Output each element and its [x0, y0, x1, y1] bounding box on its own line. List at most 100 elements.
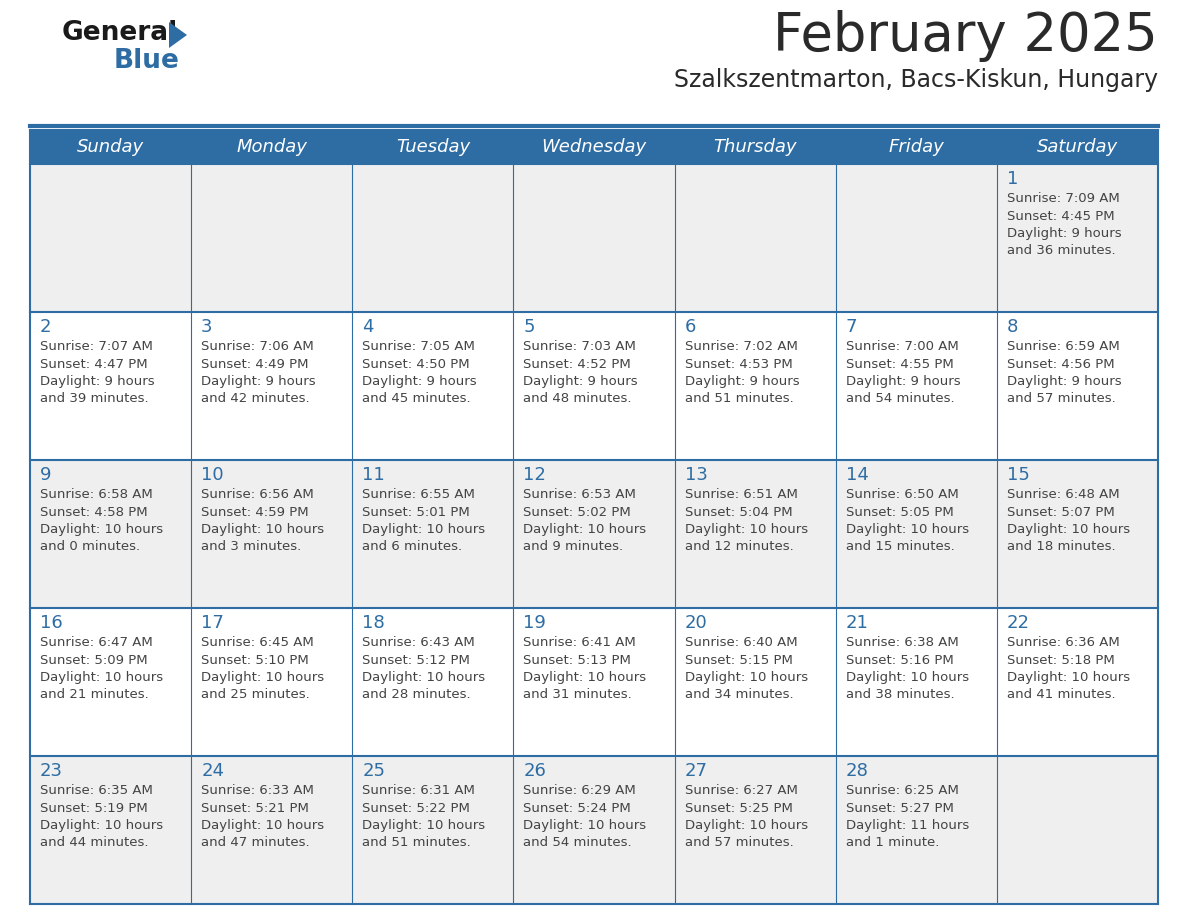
Text: Sunset: 4:56 PM: Sunset: 4:56 PM: [1007, 357, 1114, 371]
Text: Sunrise: 7:07 AM: Sunrise: 7:07 AM: [40, 340, 153, 353]
Text: Daylight: 10 hours: Daylight: 10 hours: [684, 819, 808, 832]
Text: Sunrise: 7:05 AM: Sunrise: 7:05 AM: [362, 340, 475, 353]
Text: and 51 minutes.: and 51 minutes.: [362, 836, 470, 849]
Text: Sunrise: 6:33 AM: Sunrise: 6:33 AM: [201, 784, 314, 797]
Text: 1: 1: [1007, 170, 1018, 188]
Text: 19: 19: [524, 614, 546, 632]
Text: Daylight: 9 hours: Daylight: 9 hours: [524, 375, 638, 388]
Text: 14: 14: [846, 466, 868, 484]
Text: Blue: Blue: [114, 48, 179, 74]
Text: 24: 24: [201, 762, 225, 780]
Text: Sunrise: 6:48 AM: Sunrise: 6:48 AM: [1007, 488, 1119, 501]
Text: Sunrise: 6:41 AM: Sunrise: 6:41 AM: [524, 636, 637, 649]
Text: Sunset: 4:47 PM: Sunset: 4:47 PM: [40, 357, 147, 371]
Text: Daylight: 10 hours: Daylight: 10 hours: [846, 523, 969, 536]
Text: 23: 23: [40, 762, 63, 780]
Text: Daylight: 10 hours: Daylight: 10 hours: [684, 671, 808, 684]
Text: Sunrise: 7:00 AM: Sunrise: 7:00 AM: [846, 340, 959, 353]
Text: and 42 minutes.: and 42 minutes.: [201, 393, 310, 406]
Text: Sunset: 4:58 PM: Sunset: 4:58 PM: [40, 506, 147, 519]
Text: and 41 minutes.: and 41 minutes.: [1007, 688, 1116, 701]
Text: 4: 4: [362, 318, 374, 336]
Text: February 2025: February 2025: [773, 10, 1158, 62]
Text: Sunrise: 6:51 AM: Sunrise: 6:51 AM: [684, 488, 797, 501]
Text: 22: 22: [1007, 614, 1030, 632]
Text: Sunset: 4:52 PM: Sunset: 4:52 PM: [524, 357, 631, 371]
Text: Sunrise: 6:31 AM: Sunrise: 6:31 AM: [362, 784, 475, 797]
Text: Daylight: 9 hours: Daylight: 9 hours: [1007, 227, 1121, 240]
Text: Sunset: 5:18 PM: Sunset: 5:18 PM: [1007, 654, 1114, 666]
Text: and 6 minutes.: and 6 minutes.: [362, 541, 462, 554]
Text: 12: 12: [524, 466, 546, 484]
Text: Sunset: 5:02 PM: Sunset: 5:02 PM: [524, 506, 631, 519]
Text: and 51 minutes.: and 51 minutes.: [684, 393, 794, 406]
Text: 20: 20: [684, 614, 707, 632]
Text: Sunrise: 6:58 AM: Sunrise: 6:58 AM: [40, 488, 153, 501]
Bar: [30, 312, 1158, 460]
Text: Daylight: 9 hours: Daylight: 9 hours: [684, 375, 800, 388]
Text: Sunrise: 6:35 AM: Sunrise: 6:35 AM: [40, 784, 153, 797]
Text: and 44 minutes.: and 44 minutes.: [40, 836, 148, 849]
Text: Monday: Monday: [236, 138, 308, 156]
Text: and 0 minutes.: and 0 minutes.: [40, 541, 140, 554]
Text: Sunrise: 6:38 AM: Sunrise: 6:38 AM: [846, 636, 959, 649]
Bar: [30, 756, 1158, 904]
Text: Daylight: 9 hours: Daylight: 9 hours: [1007, 375, 1121, 388]
Text: Sunrise: 6:29 AM: Sunrise: 6:29 AM: [524, 784, 637, 797]
Text: Daylight: 10 hours: Daylight: 10 hours: [40, 819, 163, 832]
Text: 6: 6: [684, 318, 696, 336]
Text: Daylight: 10 hours: Daylight: 10 hours: [40, 523, 163, 536]
Text: Daylight: 10 hours: Daylight: 10 hours: [201, 523, 324, 536]
Text: Sunset: 5:15 PM: Sunset: 5:15 PM: [684, 654, 792, 666]
Text: Tuesday: Tuesday: [396, 138, 470, 156]
Text: Sunset: 4:55 PM: Sunset: 4:55 PM: [846, 357, 954, 371]
Text: Sunset: 5:24 PM: Sunset: 5:24 PM: [524, 801, 631, 814]
Text: Sunset: 5:05 PM: Sunset: 5:05 PM: [846, 506, 954, 519]
Text: 25: 25: [362, 762, 385, 780]
Text: Sunrise: 6:55 AM: Sunrise: 6:55 AM: [362, 488, 475, 501]
Text: 13: 13: [684, 466, 707, 484]
Text: Sunset: 5:12 PM: Sunset: 5:12 PM: [362, 654, 470, 666]
Text: and 1 minute.: and 1 minute.: [846, 836, 939, 849]
Text: Daylight: 10 hours: Daylight: 10 hours: [524, 523, 646, 536]
Text: and 12 minutes.: and 12 minutes.: [684, 541, 794, 554]
Text: 5: 5: [524, 318, 535, 336]
Text: Sunrise: 6:27 AM: Sunrise: 6:27 AM: [684, 784, 797, 797]
Text: Sunrise: 7:02 AM: Sunrise: 7:02 AM: [684, 340, 797, 353]
Text: Sunset: 4:53 PM: Sunset: 4:53 PM: [684, 357, 792, 371]
Polygon shape: [169, 22, 187, 48]
Text: General: General: [62, 20, 178, 46]
Bar: [30, 460, 1158, 608]
Bar: [30, 608, 1158, 756]
Text: Sunrise: 6:25 AM: Sunrise: 6:25 AM: [846, 784, 959, 797]
Text: Sunset: 4:59 PM: Sunset: 4:59 PM: [201, 506, 309, 519]
Text: and 39 minutes.: and 39 minutes.: [40, 393, 148, 406]
Text: Sunrise: 6:50 AM: Sunrise: 6:50 AM: [846, 488, 959, 501]
Text: 17: 17: [201, 614, 225, 632]
Text: Sunset: 4:50 PM: Sunset: 4:50 PM: [362, 357, 470, 371]
Text: 10: 10: [201, 466, 223, 484]
Text: Sunset: 5:07 PM: Sunset: 5:07 PM: [1007, 506, 1114, 519]
Text: Sunrise: 6:45 AM: Sunrise: 6:45 AM: [201, 636, 314, 649]
Text: and 3 minutes.: and 3 minutes.: [201, 541, 302, 554]
Text: and 47 minutes.: and 47 minutes.: [201, 836, 310, 849]
Text: Daylight: 9 hours: Daylight: 9 hours: [362, 375, 476, 388]
Text: Daylight: 10 hours: Daylight: 10 hours: [201, 671, 324, 684]
Text: 8: 8: [1007, 318, 1018, 336]
Text: Sunrise: 6:47 AM: Sunrise: 6:47 AM: [40, 636, 153, 649]
Text: Sunset: 5:09 PM: Sunset: 5:09 PM: [40, 654, 147, 666]
Text: Sunday: Sunday: [77, 138, 144, 156]
Text: Sunrise: 6:43 AM: Sunrise: 6:43 AM: [362, 636, 475, 649]
Text: Sunset: 4:49 PM: Sunset: 4:49 PM: [201, 357, 309, 371]
Text: and 34 minutes.: and 34 minutes.: [684, 688, 794, 701]
Text: Daylight: 10 hours: Daylight: 10 hours: [1007, 671, 1130, 684]
Text: Thursday: Thursday: [713, 138, 797, 156]
Text: Sunrise: 6:56 AM: Sunrise: 6:56 AM: [201, 488, 314, 501]
Text: Sunset: 5:27 PM: Sunset: 5:27 PM: [846, 801, 954, 814]
Text: Daylight: 10 hours: Daylight: 10 hours: [524, 671, 646, 684]
Text: 11: 11: [362, 466, 385, 484]
Text: Sunrise: 6:36 AM: Sunrise: 6:36 AM: [1007, 636, 1119, 649]
Text: Daylight: 11 hours: Daylight: 11 hours: [846, 819, 969, 832]
Text: Sunrise: 7:09 AM: Sunrise: 7:09 AM: [1007, 192, 1119, 205]
Text: 7: 7: [846, 318, 858, 336]
